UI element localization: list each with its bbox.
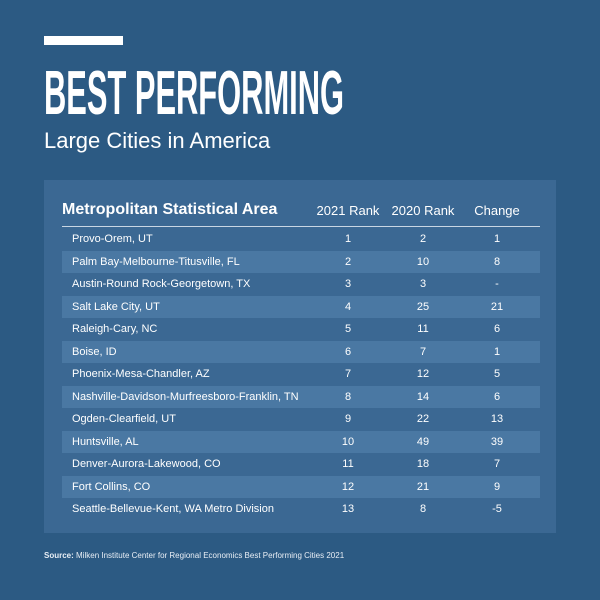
source-text: Milken Institute Center for Regional Eco… xyxy=(76,551,345,560)
table-row: Huntsville, AL 10 49 39 xyxy=(62,430,540,453)
table-cell: 13 xyxy=(341,503,355,515)
table-cell: 7 xyxy=(419,345,427,358)
table-row: Boise, ID 6 7 1 xyxy=(62,340,540,363)
table-panel: Metropolitan Statistical Area 2021 Rank … xyxy=(44,180,556,533)
column-header: 2021 Rank xyxy=(316,203,380,218)
table-cell: Boise, ID xyxy=(72,345,117,358)
table-cell: 11 xyxy=(342,458,354,470)
table-cell: Nashville-Davidson-Murfreesboro-Franklin… xyxy=(72,390,299,403)
table-cell: 6 xyxy=(493,390,501,403)
table-row: Fort Collins, CO 12 21 9 xyxy=(62,475,540,498)
table-cell: 14 xyxy=(416,390,430,403)
header-rule xyxy=(62,226,540,227)
table-row: Provo-Orem, UT 1 2 1 xyxy=(62,228,540,251)
table-cell: 10 xyxy=(341,435,355,448)
table-cell: 11 xyxy=(417,323,429,335)
table-cell: 2 xyxy=(419,233,427,245)
table-cell: 1 xyxy=(493,345,501,358)
table-cell: 6 xyxy=(493,323,501,335)
table-cell: 8 xyxy=(344,390,352,403)
subtitle: Large Cities in America xyxy=(44,128,271,153)
table-cell: 25 xyxy=(416,300,430,313)
table-row: Raleigh-Cary, NC 5 11 6 xyxy=(62,318,540,341)
table-cell: Ogden-Clearfield, UT xyxy=(72,413,176,425)
table-cell: 21 xyxy=(416,480,430,493)
column-header: Metropolitan Statistical Area xyxy=(62,201,278,218)
table-cell: Denver-Aurora-Lakewood, CO xyxy=(72,458,221,470)
table-row: Salt Lake City, UT 4 25 21 xyxy=(62,295,540,318)
table-cell: 9 xyxy=(493,480,501,493)
accent-bar xyxy=(44,36,123,45)
source: Source: Milken Institute Center for Regi… xyxy=(44,551,344,560)
table-cell: 12 xyxy=(416,368,430,380)
table-cell: 7 xyxy=(344,368,352,380)
table-cell: 49 xyxy=(416,435,430,448)
table-cell: 8 xyxy=(419,503,427,515)
table-cell: 1 xyxy=(493,233,501,245)
table-row: Phoenix-Mesa-Chandler, AZ 7 12 5 xyxy=(62,363,540,386)
table-cell: 7 xyxy=(493,458,501,470)
table-cell: 3 xyxy=(419,278,427,290)
table-cell: 3 xyxy=(344,278,352,290)
title: BEST PERFORMING xyxy=(44,59,344,122)
table-cell: Provo-Orem, UT xyxy=(72,233,153,245)
table-cell: Raleigh-Cary, NC xyxy=(72,323,158,335)
table-cell: 8 xyxy=(493,255,501,268)
table-cell: Seattle-Bellevue-Kent, WA Metro Division xyxy=(72,503,274,515)
table-cell: 1 xyxy=(344,233,352,245)
table-cell: 21 xyxy=(490,300,504,313)
table-cell: 6 xyxy=(344,345,352,358)
column-header: Change xyxy=(474,203,520,218)
table-cell: 13 xyxy=(490,413,504,425)
title-box: BEST PERFORMING xyxy=(44,59,344,122)
source-label: Source: xyxy=(44,551,74,560)
table-cell: 12 xyxy=(341,480,355,493)
table-cell: 18 xyxy=(416,458,430,470)
table-cell: Phoenix-Mesa-Chandler, AZ xyxy=(72,368,210,380)
table-cell: 4 xyxy=(344,300,352,313)
table-row: Ogden-Clearfield, UT 9 22 13 xyxy=(62,408,540,431)
table-cell: 9 xyxy=(344,413,352,425)
table-row: Austin-Round Rock-Georgetown, TX 3 3 - xyxy=(62,273,540,296)
table-cell: Huntsville, AL xyxy=(72,435,139,448)
table-cell: 22 xyxy=(416,413,430,425)
table-cell: 10 xyxy=(416,255,430,268)
table-cell: Palm Bay-Melbourne-Titusville, FL xyxy=(72,255,240,268)
table-row: Palm Bay-Melbourne-Titusville, FL 2 10 8 xyxy=(62,250,540,273)
table-cell: 5 xyxy=(493,368,501,380)
table-row: Nashville-Davidson-Murfreesboro-Franklin… xyxy=(62,385,540,408)
column-header: 2020 Rank xyxy=(391,203,455,218)
table-cell: 2 xyxy=(344,255,352,268)
table-cell: Fort Collins, CO xyxy=(72,480,151,493)
table-row: Denver-Aurora-Lakewood, CO 11 18 7 xyxy=(62,453,540,476)
table-cell: 39 xyxy=(490,435,504,448)
table-cell: Salt Lake City, UT xyxy=(72,300,160,313)
table-cell: 5 xyxy=(344,323,352,335)
table-cell: -5 xyxy=(492,503,502,515)
table-cell: - xyxy=(495,278,499,290)
table-cell: Austin-Round Rock-Georgetown, TX xyxy=(72,278,251,290)
table-row: Seattle-Bellevue-Kent, WA Metro Division… xyxy=(62,498,540,521)
